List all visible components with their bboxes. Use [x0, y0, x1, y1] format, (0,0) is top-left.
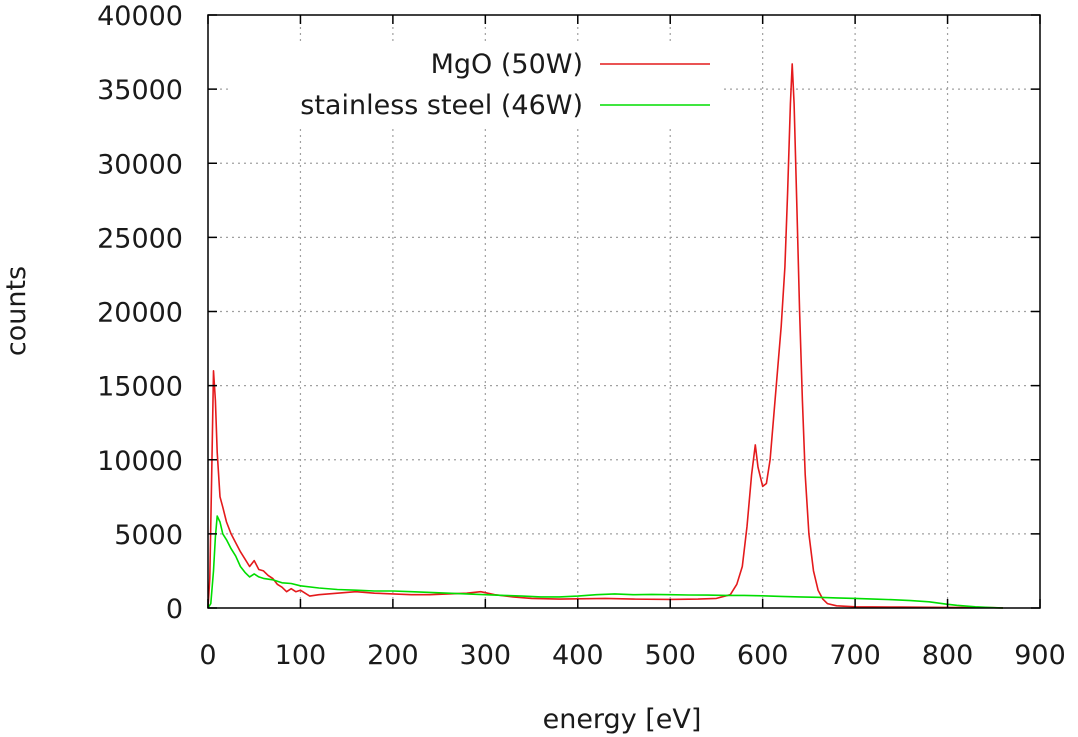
- y-axis-label: counts: [1, 266, 32, 356]
- y-tick-labels: 0 5000 10000 15000 20000 25000 30000 35000 40000: [97, 1, 183, 625]
- series-line-0: [207, 63, 1004, 609]
- x-tick-label: 500: [644, 640, 696, 671]
- legend-background: [228, 42, 720, 126]
- legend: MgO (50W) stainless steel (46W): [228, 42, 720, 126]
- x-tick-label: 600: [737, 640, 789, 671]
- legend-label-mgo: MgO (50W): [431, 49, 583, 80]
- y-tick-label: 0: [166, 594, 183, 625]
- x-tick-label: 700: [829, 640, 881, 671]
- axis-ticks: [207, 14, 1041, 609]
- y-tick-label: 15000: [97, 372, 183, 403]
- x-tick-label: 100: [275, 640, 327, 671]
- x-tick-label: 300: [460, 640, 512, 671]
- y-tick-label: 35000: [97, 75, 183, 106]
- y-tick-label: 5000: [114, 520, 183, 551]
- x-tick-label: 400: [552, 640, 604, 671]
- series-line-1: [207, 515, 1004, 609]
- y-tick-label: 10000: [97, 446, 183, 477]
- y-tick-label: 40000: [97, 1, 183, 32]
- legend-label-stainless-steel: stainless steel (46W): [300, 90, 583, 121]
- y-tick-label: 30000: [97, 149, 183, 180]
- y-tick-label: 20000: [97, 298, 183, 329]
- x-tick-label: 800: [922, 640, 974, 671]
- x-tick-label: 200: [367, 640, 419, 671]
- plot-series: [207, 63, 1004, 609]
- x-tick-label: 0: [199, 640, 216, 671]
- x-axis-label: energy [eV]: [543, 704, 702, 735]
- x-tick-label: 900: [1014, 640, 1066, 671]
- y-tick-label: 25000: [97, 223, 183, 254]
- x-tick-labels: 0 100 200 300 400 500 600 700 800 900: [199, 640, 1065, 671]
